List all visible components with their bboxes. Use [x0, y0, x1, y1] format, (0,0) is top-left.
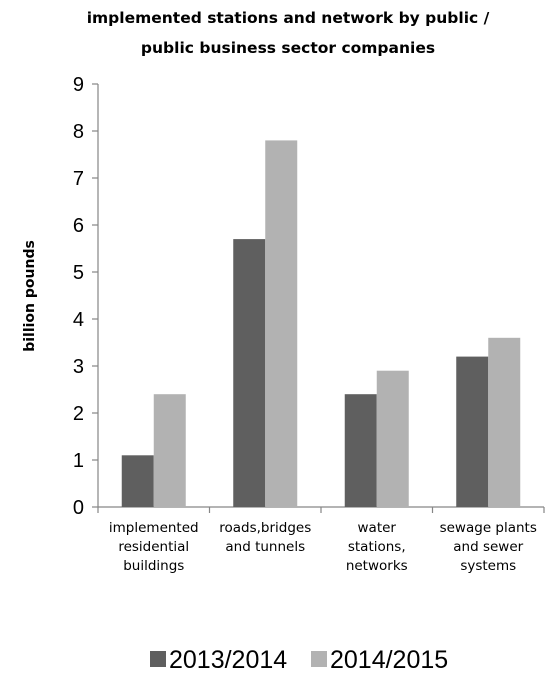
chart-title-line: implemented stations and network by publ…	[87, 9, 490, 27]
bar-series-2	[265, 140, 298, 507]
legend-label: 2013/2014	[169, 646, 287, 674]
y-axis-ticks: 0 1 2 3 4 5 6 7 8 9	[73, 74, 545, 519]
chart-title-line: public business sector companies	[141, 39, 435, 57]
y-tick-label: 3	[73, 356, 84, 378]
bar-series-1	[233, 239, 266, 507]
y-tick-label: 7	[73, 168, 84, 190]
legend-label: 2014/2015	[330, 646, 448, 674]
y-axis-label-text: billion pounds	[22, 240, 38, 352]
y-tick-label: 2	[73, 403, 84, 425]
legend-swatch	[150, 651, 166, 667]
bar-series-1	[456, 356, 489, 507]
bar-series-1	[121, 455, 154, 507]
x-tick-label: roads,bridges and tunnels	[219, 520, 311, 555]
x-tick-label: sewage plants and sewer systems	[440, 520, 537, 574]
bar-series-2	[153, 394, 186, 507]
y-tick-label: 6	[73, 215, 84, 237]
y-axis-label: billion pounds	[22, 240, 38, 352]
bar-series-2	[488, 337, 521, 507]
y-tick-label: 5	[73, 262, 84, 284]
bar-series-1	[344, 394, 377, 507]
legend: 2013/2014 2014/2015	[150, 646, 448, 674]
legend-swatch	[311, 651, 327, 667]
x-axis-ticks: implemented residential buildings roads,bri…	[109, 520, 537, 574]
y-tick-label: 1	[73, 450, 84, 472]
chart-title: implemented stations and network by publ…	[87, 9, 490, 57]
bars	[121, 140, 521, 507]
y-tick-label: 8	[73, 121, 84, 143]
y-tick-label: 0	[73, 497, 84, 519]
y-tick-label: 4	[73, 309, 84, 331]
y-tick-label: 9	[73, 74, 84, 96]
x-tick-label: water stations, networks	[346, 520, 408, 574]
x-tick-label: implemented residential buildings	[109, 520, 199, 574]
bar-series-2	[376, 370, 409, 507]
